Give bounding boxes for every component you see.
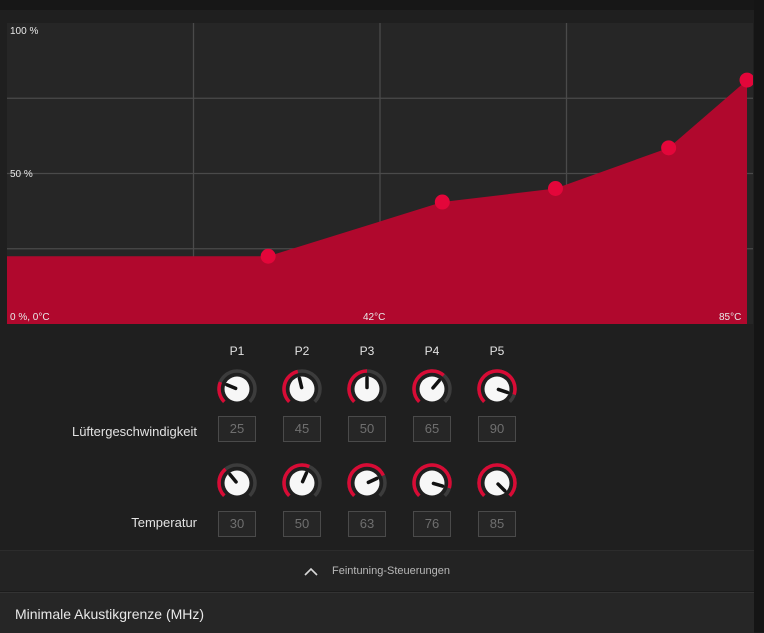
knob-dial-icon (347, 369, 387, 403)
speed-knob-p5[interactable] (475, 367, 519, 411)
fine-tuning-toggle[interactable]: Feintuning-Steuerungen (0, 550, 754, 591)
speed-knob-p2[interactable] (280, 367, 324, 411)
column-header-p1: P1 (229, 344, 245, 358)
knob-dial-icon (347, 463, 387, 497)
curve-point-p4[interactable] (661, 140, 677, 156)
chevron-up-icon (304, 567, 318, 576)
temp-value-p2[interactable]: 50 (283, 511, 321, 537)
origin-label: 0 %, 0°C (10, 312, 50, 323)
min-acoustic-limit-section[interactable]: Minimale Akustikgrenze (MHz) (0, 592, 754, 633)
temp-value-p4[interactable]: 76 (413, 511, 451, 537)
fan-speed-label: Lüftergeschwindigkeit (71, 424, 197, 439)
knob-dial-icon (217, 463, 257, 497)
fan-curve-chart: 100 % 50 % 0 %, 0°C 42°C 85°C (7, 23, 753, 324)
x-axis-max-label: 85°C (719, 312, 742, 323)
knob-dial-icon (477, 369, 517, 403)
knob-dial-icon (282, 463, 322, 497)
temp-value-p3[interactable]: 63 (348, 511, 386, 537)
x-axis-mid-label: 42°C (363, 312, 386, 323)
speed-knob-p1[interactable] (215, 367, 259, 411)
knob-dial-icon (217, 369, 257, 403)
temp-value-p5[interactable]: 85 (478, 511, 516, 537)
temp-knob-p5[interactable] (475, 461, 519, 505)
temp-value-p1[interactable]: 30 (218, 511, 256, 537)
knob-dial-icon (477, 463, 517, 497)
temperature-label: Temperatur (131, 515, 197, 530)
temp-knob-p2[interactable] (280, 461, 324, 505)
fine-tuning-label: Feintuning-Steuerungen (331, 565, 451, 577)
min-acoustic-limit-label: Minimale Akustikgrenze (MHz) (15, 606, 205, 622)
fan-curve-svg (7, 23, 753, 324)
column-header-p2: P2 (294, 344, 310, 358)
curve-point-p3[interactable] (547, 181, 563, 196)
knob-dial-icon (412, 369, 452, 403)
curve-point-p5[interactable] (739, 72, 754, 88)
y-axis-mid-label: 50 % (10, 169, 33, 180)
column-header-p3: P3 (359, 344, 375, 358)
speed-knob-p4[interactable] (410, 367, 454, 411)
temp-knob-p1[interactable] (215, 461, 259, 505)
y-axis-max-label: 100 % (10, 26, 39, 37)
speed-knob-p3[interactable] (345, 367, 389, 411)
scrollbar[interactable] (754, 0, 764, 632)
curve-point-p1[interactable] (260, 248, 276, 264)
speed-value-p5[interactable]: 90 (478, 416, 516, 442)
column-header-p4: P4 (424, 344, 440, 358)
speed-value-p4[interactable]: 65 (413, 416, 451, 442)
speed-value-p2[interactable]: 45 (283, 416, 321, 442)
speed-value-p3[interactable]: 50 (348, 416, 386, 442)
temp-knob-p4[interactable] (410, 461, 454, 505)
knob-dial-icon (282, 369, 322, 403)
column-header-p5: P5 (489, 344, 505, 358)
curve-point-p2[interactable] (434, 194, 450, 210)
knob-dial-icon (412, 463, 452, 497)
fan-curve-area (7, 80, 747, 324)
temp-knob-p3[interactable] (345, 461, 389, 505)
speed-value-p1[interactable]: 25 (218, 416, 256, 442)
